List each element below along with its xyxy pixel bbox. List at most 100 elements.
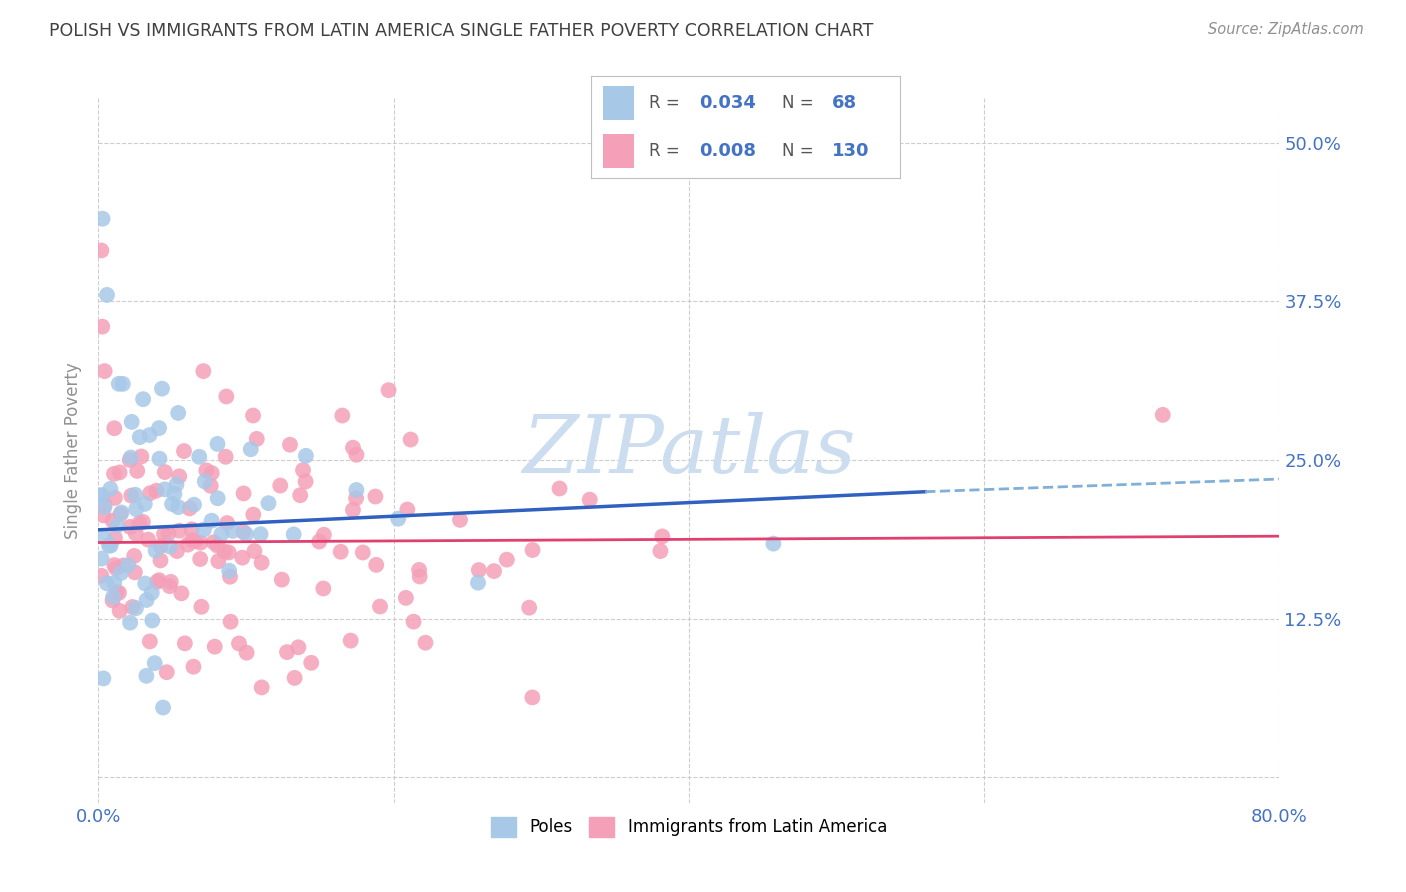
- Point: [218, 564, 240, 578]
- Legend: Poles, Immigrants from Latin America: Poles, Immigrants from Latin America: [484, 810, 894, 844]
- Point: [209, 527, 232, 541]
- Point: [104, 561, 127, 575]
- Point: [188, 552, 211, 566]
- Point: [193, 523, 215, 537]
- Point: [108, 604, 131, 618]
- Point: [146, 574, 169, 589]
- Point: [330, 409, 353, 423]
- Point: [214, 450, 236, 464]
- Point: [98, 539, 121, 553]
- Point: [136, 533, 159, 547]
- Point: [193, 364, 215, 378]
- Point: [139, 486, 162, 500]
- Point: [117, 558, 139, 573]
- Point: [299, 656, 322, 670]
- Point: [128, 430, 150, 444]
- Text: 0.008: 0.008: [699, 142, 756, 161]
- Point: [145, 543, 167, 558]
- Point: [93, 500, 115, 515]
- Point: [1152, 408, 1174, 422]
- Point: [160, 497, 183, 511]
- Point: [342, 441, 364, 455]
- Point: [93, 498, 115, 512]
- Point: [402, 615, 425, 629]
- Point: [135, 593, 157, 607]
- Point: [93, 364, 115, 378]
- Point: [366, 558, 388, 572]
- Point: [104, 531, 127, 545]
- Point: [290, 488, 312, 502]
- Point: [342, 503, 364, 517]
- Point: [179, 501, 201, 516]
- Point: [276, 645, 298, 659]
- Text: 68: 68: [832, 94, 856, 112]
- Point: [96, 288, 118, 302]
- Point: [482, 564, 505, 578]
- Point: [578, 492, 600, 507]
- Point: [190, 599, 212, 614]
- Point: [153, 527, 176, 541]
- Point: [159, 574, 181, 589]
- Point: [165, 477, 187, 491]
- Text: Source: ZipAtlas.com: Source: ZipAtlas.com: [1208, 22, 1364, 37]
- Point: [295, 449, 318, 463]
- Point: [105, 585, 128, 599]
- Point: [344, 491, 367, 506]
- Point: [100, 539, 122, 553]
- Point: [131, 450, 153, 464]
- Point: [110, 566, 132, 580]
- Point: [228, 636, 250, 650]
- Point: [90, 488, 112, 502]
- Point: [152, 700, 174, 714]
- Point: [125, 526, 148, 541]
- Point: [270, 573, 292, 587]
- Point: [93, 531, 115, 545]
- Point: [517, 600, 540, 615]
- Bar: [603, 87, 634, 120]
- Point: [108, 466, 131, 480]
- Text: 0.034: 0.034: [699, 94, 755, 112]
- Point: [650, 544, 672, 558]
- Point: [105, 518, 128, 533]
- Text: N =: N =: [782, 142, 820, 161]
- Point: [242, 409, 264, 423]
- Point: [495, 552, 517, 566]
- Point: [217, 516, 239, 530]
- Point: [449, 513, 471, 527]
- Point: [346, 448, 368, 462]
- Point: [207, 539, 229, 553]
- Point: [269, 478, 291, 492]
- Point: [120, 489, 142, 503]
- Y-axis label: Single Father Poverty: Single Father Poverty: [65, 362, 83, 539]
- Point: [148, 451, 170, 466]
- Point: [159, 579, 181, 593]
- Point: [188, 450, 211, 464]
- Point: [194, 475, 217, 489]
- Point: [112, 558, 135, 573]
- Point: [149, 553, 172, 567]
- Point: [169, 524, 191, 538]
- Text: N =: N =: [782, 94, 820, 112]
- Point: [134, 576, 156, 591]
- Point: [257, 496, 280, 510]
- Point: [468, 563, 491, 577]
- Point: [96, 576, 118, 591]
- Point: [139, 634, 162, 648]
- Point: [90, 551, 112, 566]
- Text: POLISH VS IMMIGRANTS FROM LATIN AMERICA SINGLE FATHER POVERTY CORRELATION CHART: POLISH VS IMMIGRANTS FROM LATIN AMERICA …: [49, 22, 873, 40]
- Point: [292, 463, 315, 477]
- Point: [218, 545, 240, 559]
- Point: [312, 527, 335, 541]
- Point: [141, 614, 163, 628]
- Point: [90, 244, 112, 258]
- Point: [201, 514, 224, 528]
- Point: [219, 570, 242, 584]
- Point: [239, 442, 262, 457]
- Point: [368, 599, 391, 614]
- Point: [122, 549, 145, 563]
- Point: [110, 507, 132, 521]
- Point: [762, 536, 785, 550]
- Point: [135, 669, 157, 683]
- Point: [344, 483, 367, 497]
- Point: [180, 522, 202, 536]
